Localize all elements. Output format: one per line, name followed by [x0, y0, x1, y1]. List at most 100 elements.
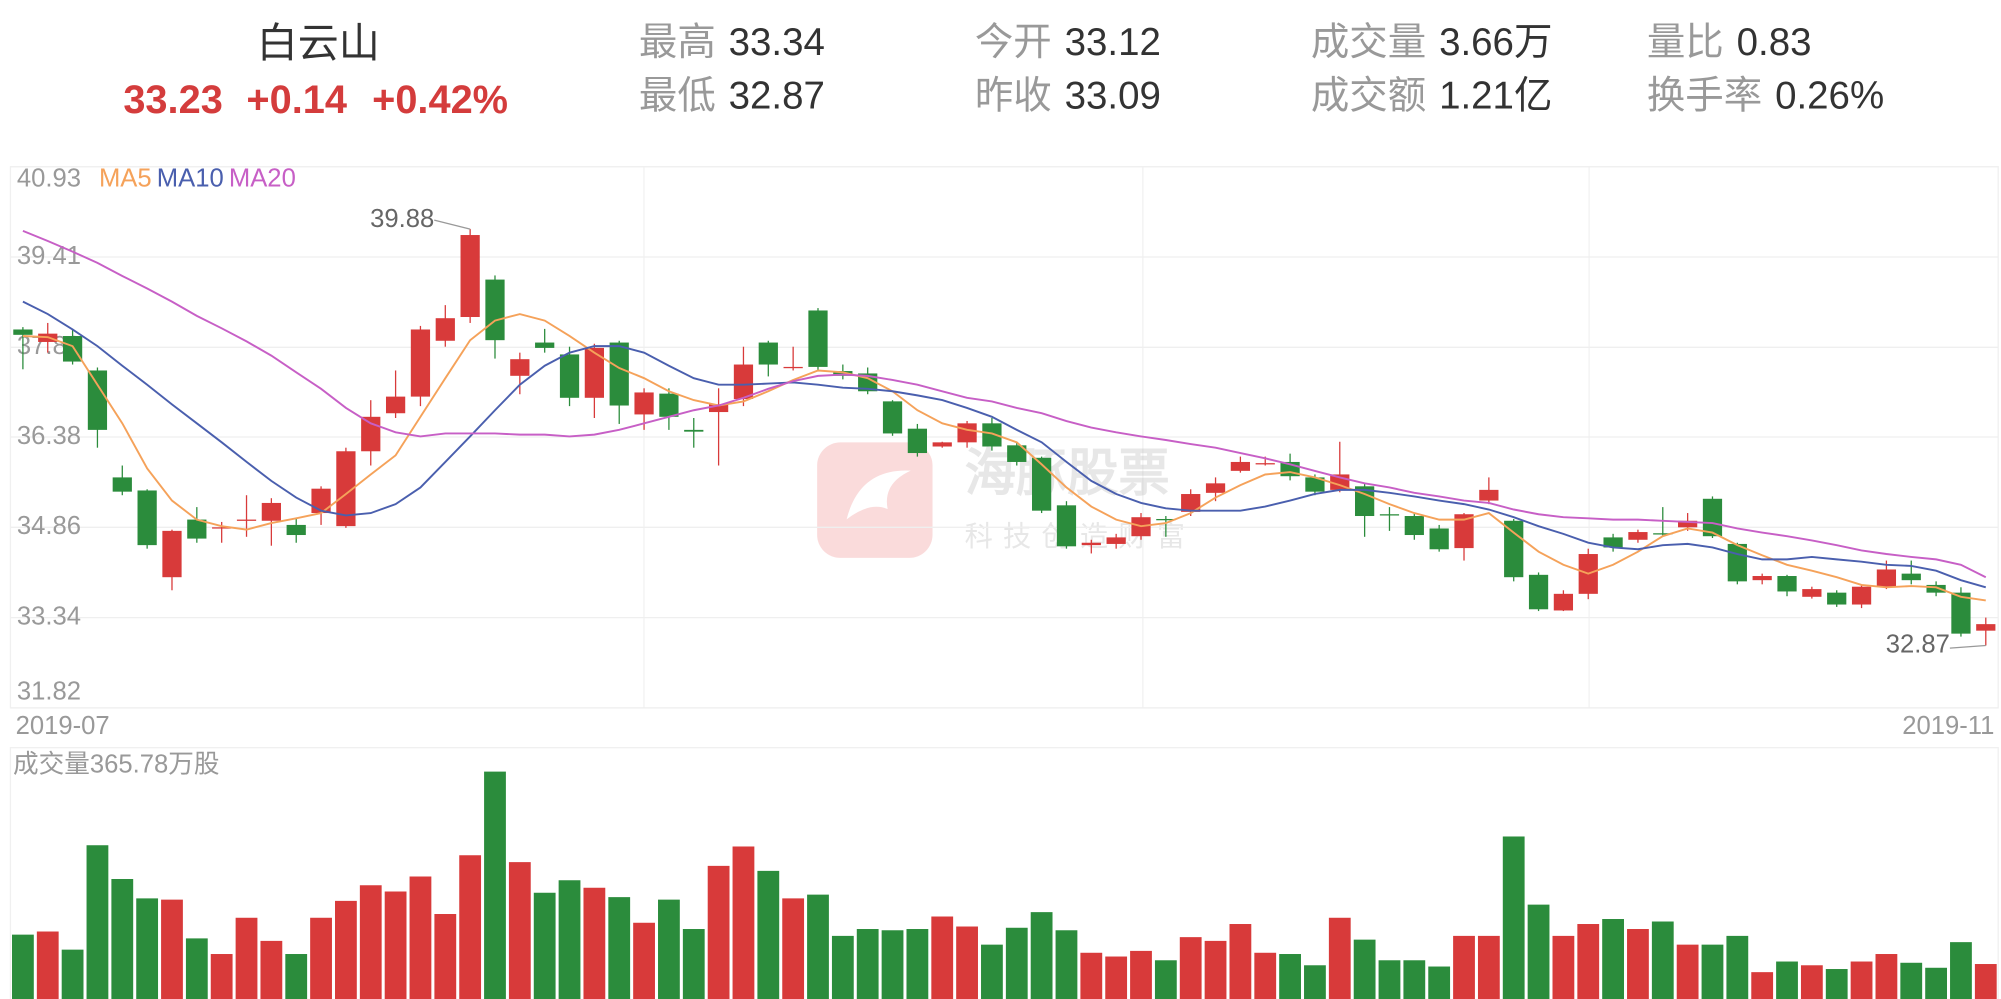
candle-body: [882, 401, 903, 434]
candle-body: [1951, 592, 1971, 634]
candle-body: [1230, 461, 1251, 471]
candle-body: [1255, 463, 1275, 465]
volume-title: 成交量365.78万股: [13, 749, 220, 778]
x-tick-label: 2019-07: [16, 712, 110, 740]
candle-body: [261, 502, 281, 521]
candle-body: [162, 530, 182, 578]
legend-entry: MA5: [99, 164, 152, 192]
stat-label: 最高: [639, 21, 716, 64]
volume-bar: [1378, 960, 1401, 999]
stat-label: 量比: [1647, 21, 1724, 64]
candle-body: [1081, 542, 1101, 546]
volume-bar: [1552, 935, 1575, 999]
candle-body: [1305, 477, 1325, 492]
annotation-leader: [434, 219, 471, 230]
volume-bar: [1154, 960, 1177, 999]
max-label: 39.88: [370, 205, 434, 233]
candle-body: [1181, 494, 1201, 512]
y-tick-label: 39.41: [17, 242, 81, 270]
stat: 成交额 1.21亿: [1311, 75, 1553, 118]
stat-label: 昨收: [975, 75, 1052, 118]
stat-value: 33.12: [1065, 21, 1161, 64]
candle-body: [783, 366, 803, 369]
y-tick-label: 34.86: [17, 512, 81, 540]
ma-line: [22, 313, 1986, 602]
volume-bar: [1304, 965, 1326, 999]
candle-body: [336, 451, 356, 527]
volume-bar: [1850, 961, 1873, 999]
candle-body: [1156, 518, 1176, 521]
volume-bar: [1477, 935, 1500, 999]
candle-body: [485, 279, 505, 341]
candle-body: [733, 364, 754, 399]
volume-bar: [682, 929, 705, 999]
volume-bar: [1776, 961, 1798, 999]
stat-value: 33.34: [729, 21, 825, 64]
stat-label: 换手率: [1647, 75, 1762, 118]
stat: 最低 32.87: [639, 75, 825, 118]
volume-bar: [1453, 935, 1475, 999]
y-tick-label: 40.93: [17, 164, 81, 192]
volume-bar: [1577, 924, 1600, 999]
volume-bar: [1353, 939, 1376, 999]
volume-bar: [310, 917, 332, 999]
volume-bar: [459, 855, 482, 999]
volume-bar: [1825, 969, 1848, 999]
candle-body: [833, 371, 853, 376]
stat: 成交量 3.66万: [1311, 21, 1553, 64]
candle-body: [1926, 584, 1946, 593]
x-tick-label: 2019-11: [1902, 712, 1994, 740]
volume-bar: [1726, 935, 1749, 999]
volume-bar: [185, 938, 208, 999]
candle-body: [708, 404, 729, 413]
candle-body: [957, 423, 977, 443]
candle-body: [1355, 486, 1375, 517]
watermark-slogan: 科技创造财富: [965, 520, 1196, 552]
volume-bar: [1130, 950, 1152, 999]
volume-bar: [1055, 930, 1078, 999]
candle-body: [1429, 528, 1449, 550]
volume-bar: [1179, 937, 1202, 999]
volume-frame: [9, 747, 1999, 999]
annotation-leader: [1949, 644, 1986, 649]
candle-body: [435, 318, 455, 341]
volume-bar: [1925, 967, 1948, 999]
candle-body: [1007, 445, 1027, 462]
legend-entry: MA10: [157, 164, 224, 192]
candle-body: [559, 354, 580, 398]
y-tick-label: 31.82: [17, 677, 81, 705]
stock-price: 33.23: [123, 78, 222, 122]
candle-body: [1205, 483, 1226, 493]
stat-label: 今开: [975, 21, 1052, 64]
candle-body: [1504, 520, 1524, 578]
stat-value: 0.26%: [1775, 75, 1884, 118]
watermark-logo: [817, 442, 933, 558]
candle-body: [1678, 520, 1698, 528]
candle-body: [584, 347, 604, 398]
volume-bar: [608, 897, 631, 999]
volume-bar: [434, 914, 457, 999]
volume-bar: [981, 944, 1003, 999]
y-tick-label: 33.34: [17, 602, 81, 630]
volume-bar: [11, 934, 34, 999]
volume-bar: [1030, 912, 1053, 999]
candle-body: [212, 527, 232, 529]
stat-value: 0.83: [1737, 21, 1812, 64]
volume-bar: [1527, 904, 1550, 999]
candle-body: [684, 429, 704, 432]
candle-body: [1056, 505, 1077, 547]
volume-bar: [335, 900, 357, 999]
watermark-logo-mark: [846, 470, 911, 520]
candle-body: [1031, 457, 1052, 511]
ma-line: [22, 229, 1987, 579]
volume-bar: [260, 940, 283, 999]
candle-body: [932, 442, 952, 447]
volume-bar: [906, 929, 929, 999]
watermark: 海豚股票 科技创造财富: [817, 442, 1196, 558]
volume-bar: [1751, 972, 1774, 999]
volume-bar: [1005, 927, 1028, 999]
volume-bar: [1701, 944, 1724, 999]
candle-body: [286, 524, 306, 536]
volume-bar: [856, 929, 879, 999]
